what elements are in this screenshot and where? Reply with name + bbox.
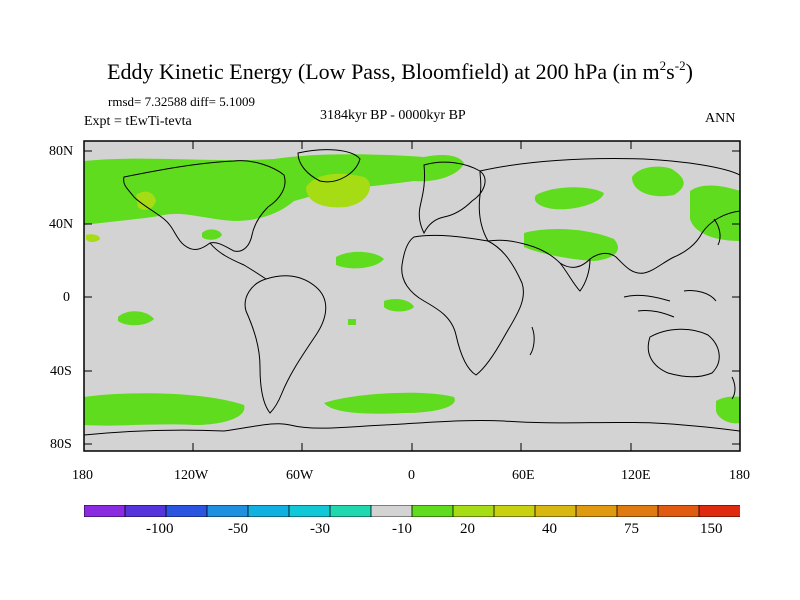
colorbar-swatch [288,505,331,517]
colorbar-label-neg50: -50 [228,521,248,537]
lon-tick-120w: 120W [174,468,209,483]
colorbar-swatch [534,505,577,517]
colorbar-swatch [165,505,208,517]
title-superscript-1: 2 [659,58,667,73]
plot-title: Eddy Kinetic Energy (Low Pass, Bloomfiel… [0,58,800,85]
colorbar-swatch [616,505,659,517]
north-america-coast [123,160,286,252]
pacific-small-core [86,234,100,242]
southern-pacific-band [84,393,245,426]
colorbar-swatch [206,505,249,517]
map-border [83,140,741,452]
colorbar-label-neg100: -100 [146,521,174,537]
season-label: ANN [705,111,736,126]
colorbar [84,505,740,517]
stats-label: rmsd= 7.32588 diff= 5.1009 [108,94,255,109]
colorbar-swatch [247,505,290,517]
title-text: Eddy Kinetic Energy (Low Pass, Bloomfiel… [107,59,660,84]
colorbar-swatch [84,505,126,517]
lat-tick-40s: 40S [50,364,72,379]
colorbar-label-neg10: -10 [392,521,412,537]
lon-tick-60w: 60W [286,468,314,483]
west-africa-patch [384,299,414,312]
colorbar-swatch [657,505,700,517]
gulf-patch [202,229,222,240]
lon-tick-180w: 180 [72,468,93,483]
southern-atlantic-band [324,392,455,414]
colorbar-label-20: 20 [460,521,475,537]
period-label: 3184kyr BP - 0000kyr BP [320,108,466,123]
colorbar-label-40: 40 [542,521,557,537]
colorbar-swatch [493,505,536,517]
antarctica-coast [84,419,740,436]
colorbar-swatch [698,505,740,517]
east-asia-patch [690,185,740,241]
colorbar-swatch [329,505,372,517]
pacific-equatorial-patch [118,311,154,326]
colorbar-swatch [575,505,618,517]
eurasia-patch [534,187,604,210]
lat-tick-80n: 80N [49,144,74,159]
lon-tick-120e: 120E [621,468,651,483]
colorbar-label-neg30: -30 [310,521,330,537]
siberia-patch [632,166,684,197]
new-zealand-coast [731,376,736,400]
madagascar-coast [529,326,535,356]
colorbar-label-75: 75 [624,521,639,537]
greenland-coast [297,149,361,183]
atlantic-equatorial-dot [348,319,356,325]
colorbar-swatch [411,505,454,517]
colorbar-label-150: 150 [700,521,723,537]
lat-tick-40n: 40N [49,217,74,232]
india-coast [559,258,591,292]
africa-coast [401,234,524,376]
coastlines [84,149,740,436]
atlantic-subtropical-patch [336,251,384,269]
colorbar-swatch [124,505,167,517]
positive-anomaly-regions [84,154,740,426]
lon-tick-60e: 60E [512,468,535,483]
asia-coast [478,158,740,274]
lon-tick-0: 0 [408,468,415,483]
southern-east-patch [716,396,740,424]
northern-band [84,154,464,225]
title-superscript-2: -2 [674,58,686,73]
lon-tick-180e: 180 [729,468,750,483]
north-pacific-core [136,191,156,210]
experiment-label: Expt = tEwTi-tevta [84,114,192,129]
axis-ticks [83,141,741,451]
south-america-coast [244,275,327,414]
australia-coast [647,328,720,378]
title-unit-s: s [666,59,675,84]
central-america-coast [209,242,267,280]
title-close: ) [685,59,693,84]
colorbar-swatch [452,505,495,517]
map-panel [84,141,740,451]
maritime-asia-coast [623,290,717,318]
lat-tick-eq: 0 [63,290,70,305]
japan-coast [713,218,721,246]
lat-tick-80s: 80S [50,437,72,452]
colorbar-swatch [370,505,413,517]
north-atlantic-core [306,173,370,208]
